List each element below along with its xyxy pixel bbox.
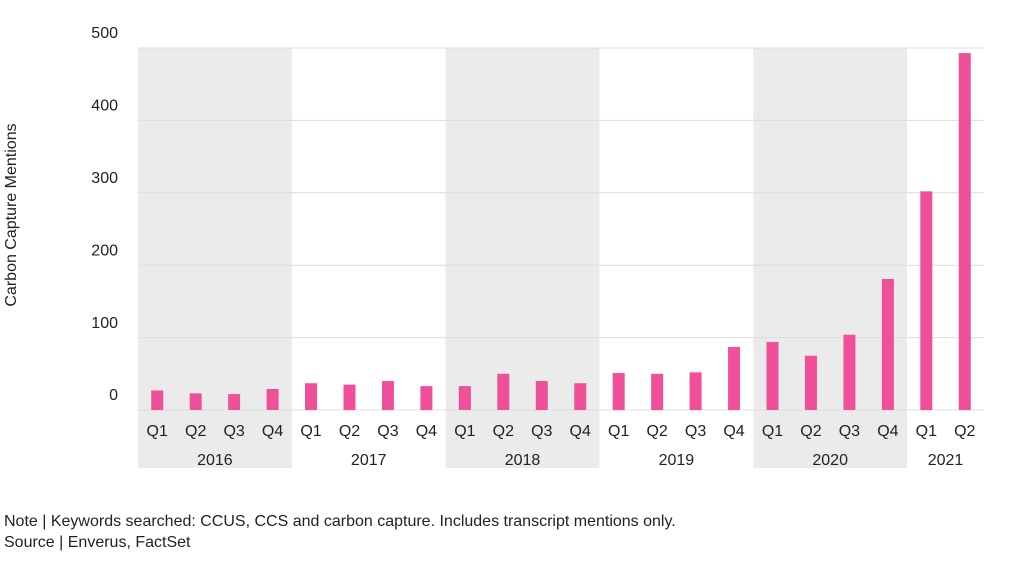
bar (766, 341, 779, 410)
x-tick-label: Q2 (954, 423, 975, 440)
x-tick-label: Q3 (531, 423, 552, 440)
bar (458, 386, 471, 410)
bar (343, 384, 356, 410)
year-label: 2016 (197, 452, 233, 469)
y-axis-label: Carbon Capture Mentions (3, 123, 20, 306)
x-tick-label: Q4 (877, 423, 898, 440)
year-band (445, 48, 600, 468)
bar (651, 373, 664, 410)
bar (804, 355, 817, 410)
x-tick-label: Q2 (185, 423, 206, 440)
bar (728, 347, 741, 410)
bar (574, 383, 587, 410)
source: Source | Enverus, FactSet (4, 534, 191, 551)
x-tick-label: Q2 (493, 423, 514, 440)
y-tick-label: 500 (91, 25, 118, 42)
y-tick-label: 0 (109, 387, 118, 404)
bar (843, 334, 856, 410)
x-tick-label: Q1 (300, 423, 321, 440)
x-tick-label: Q2 (339, 423, 360, 440)
x-tick-label: Q3 (839, 423, 860, 440)
x-tick-label: Q2 (800, 423, 821, 440)
x-tick-label: Q4 (570, 423, 591, 440)
y-tick-label: 400 (91, 98, 118, 115)
x-tick-label: Q1 (608, 423, 629, 440)
x-tick-label: Q1 (762, 423, 783, 440)
bar (305, 383, 318, 410)
bar (497, 373, 510, 410)
year-label: 2018 (505, 452, 541, 469)
year-label: 2019 (659, 452, 695, 469)
bar (881, 278, 894, 410)
bar (381, 381, 394, 410)
bar (920, 191, 933, 410)
x-tick-label: Q4 (723, 423, 744, 440)
bar (612, 373, 625, 410)
bar (266, 389, 279, 410)
bar (689, 372, 702, 410)
x-tick-label: Q1 (916, 423, 937, 440)
x-tick-label: Q4 (416, 423, 437, 440)
y-tick-label: 300 (91, 170, 118, 187)
x-tick-label: Q4 (262, 423, 283, 440)
x-tick-label: Q3 (223, 423, 244, 440)
bar (535, 381, 548, 410)
x-tick-label: Q3 (685, 423, 706, 440)
note: Note | Keywords searched: CCUS, CCS and … (4, 513, 676, 530)
bands (138, 48, 908, 468)
year-band (138, 48, 292, 468)
year-label: 2017 (351, 452, 387, 469)
x-tick-label: Q3 (377, 423, 398, 440)
y-tick-label: 200 (91, 242, 118, 259)
bar (189, 393, 202, 410)
bar (958, 53, 971, 411)
x-tick-label: Q1 (147, 423, 168, 440)
year-label: 2021 (928, 452, 964, 469)
bar (228, 394, 241, 410)
year-band (753, 48, 908, 468)
x-tick-label: Q1 (454, 423, 475, 440)
bar (151, 390, 164, 410)
y-tick-label: 100 (91, 315, 118, 332)
x-tick-label: Q2 (646, 423, 667, 440)
bar (420, 386, 433, 410)
year-label: 2020 (812, 452, 848, 469)
